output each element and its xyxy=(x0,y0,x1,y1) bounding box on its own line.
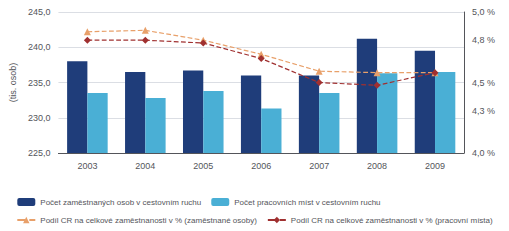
svg-text:235,0: 235,0 xyxy=(28,78,51,88)
svg-text:2006: 2006 xyxy=(251,161,271,171)
svg-text:5,0 %: 5,0 % xyxy=(472,7,495,17)
svg-text:Počet pracovních míst v cestov: Počet pracovních míst v cestovním ruchu xyxy=(234,198,380,207)
svg-text:2003: 2003 xyxy=(77,161,97,171)
svg-text:245,0: 245,0 xyxy=(28,7,51,17)
svg-text:4,0 %: 4,0 % xyxy=(472,148,495,158)
svg-text:240,0: 240,0 xyxy=(28,42,51,52)
svg-text:230,0: 230,0 xyxy=(28,113,51,123)
svg-text:2008: 2008 xyxy=(367,161,387,171)
svg-text:2007: 2007 xyxy=(309,161,329,171)
svg-text:2004: 2004 xyxy=(135,161,155,171)
svg-text:4,8 %: 4,8 % xyxy=(472,35,495,45)
svg-text:(tis. osob): (tis. osob) xyxy=(8,63,18,103)
svg-text:2005: 2005 xyxy=(193,161,213,171)
svg-text:Počet zaměstnaných osob v cest: Počet zaměstnaných osob v cestovním ruch… xyxy=(40,198,201,207)
svg-text:2009: 2009 xyxy=(425,161,445,171)
svg-text:4,5 %: 4,5 % xyxy=(472,78,495,88)
svg-text:Podíl CR na celkové zaměstnano: Podíl CR na celkové zaměstnanosti v % (p… xyxy=(291,216,493,225)
svg-text:Podíl CR na celkové zaměstnano: Podíl CR na celkové zaměstnanosti v % (z… xyxy=(40,216,257,225)
svg-text:4,3 %: 4,3 % xyxy=(472,106,495,116)
svg-text:225,0: 225,0 xyxy=(28,148,51,158)
